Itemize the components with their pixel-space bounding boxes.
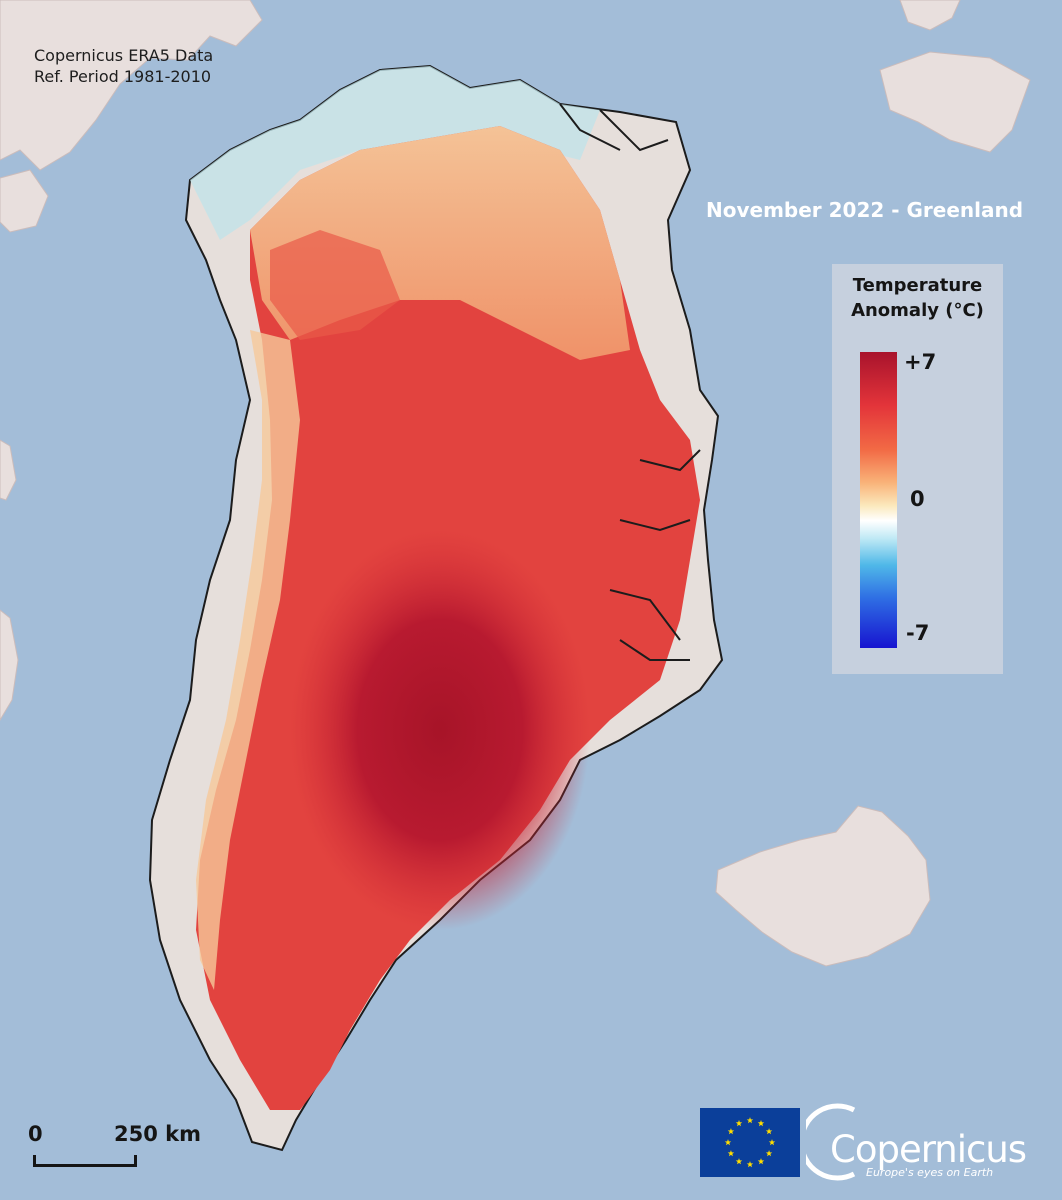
eu-star-icon [727,1150,735,1157]
eu-star-icon [746,1161,754,1168]
eu-star-icon [757,1120,765,1127]
eu-star-icon [727,1128,735,1135]
eu-star-icon [746,1117,754,1124]
eu-flag-icon [700,1108,800,1177]
baffin-fragment-2 [0,439,17,501]
copernicus-wordmark: Copernicus [830,1128,1027,1171]
legend-min-label: -7 [906,621,930,645]
legend-max-label: +7 [904,350,937,374]
legend-title: Temperature Anomaly (°C) [832,273,1003,323]
legend-title-line-2: Anomaly (°C) [851,300,984,321]
legend-title-line-1: Temperature [852,275,983,296]
baffin-fragment-1 [0,169,49,233]
legend-mid-label: 0 [910,487,925,511]
eu-star-icon [768,1139,776,1146]
source-line-1: Copernicus ERA5 Data [34,46,214,65]
eu-star-icon [724,1139,732,1146]
legend-panel: Temperature Anomaly (°C) +7 0 -7 [832,264,1003,674]
eu-star-icon [757,1158,765,1165]
central-hot-core [290,530,590,930]
data-source-text: Copernicus ERA5 Data Ref. Period 1981-20… [34,45,213,87]
baffin-fragment-3 [0,609,19,721]
northwest-hot-zone [270,230,400,340]
legend-color-bar [860,352,897,648]
source-line-2: Ref. Period 1981-2010 [34,67,212,86]
svalbard-north [899,0,961,31]
scale-bar [33,1155,137,1167]
eu-star-icon [735,1120,743,1127]
eu-star-icon [735,1158,743,1165]
ellesmere-island [0,0,263,171]
iceland [715,805,931,967]
west-margin-cool-zone [196,330,300,990]
scale-end-label: 250 km [114,1122,201,1146]
svalbard-main [879,51,1031,153]
surrounding-land [0,0,1031,967]
copernicus-tagline: Europe's eyes on Earth [866,1166,994,1179]
north-coast-cool-zone [190,66,600,240]
scale-start-label: 0 [28,1122,43,1146]
eu-star-icon [765,1128,773,1135]
east-coast-fjords [559,103,701,661]
eu-star-icon [765,1150,773,1157]
map-title: November 2022 - Greenland [706,198,1024,222]
